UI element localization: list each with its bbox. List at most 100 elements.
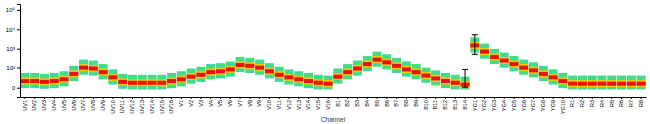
x-tick-label: UV4 xyxy=(51,100,57,111)
x-tick: R5 xyxy=(609,97,615,107)
density-peak xyxy=(421,74,430,78)
density-peak xyxy=(294,77,303,81)
density-inner xyxy=(431,75,440,82)
density-inner xyxy=(490,53,499,60)
x-tick-mark xyxy=(494,97,495,99)
y-tick-mark xyxy=(17,67,20,68)
density-peak xyxy=(118,80,127,84)
density-inner xyxy=(196,71,205,78)
density-peak xyxy=(40,80,49,84)
x-tick-mark xyxy=(191,97,192,99)
density-outer xyxy=(294,71,303,86)
x-tick-mark xyxy=(523,97,524,99)
density-outer xyxy=(588,76,597,90)
x-tick-mark xyxy=(337,97,338,99)
x-tick-label: B11 xyxy=(432,100,438,109)
x-tick-label: V11 xyxy=(276,100,282,109)
x-tick: UV10 xyxy=(110,97,116,114)
density-inner xyxy=(40,78,49,85)
x-tick-label: V8 xyxy=(247,100,253,107)
density-inner xyxy=(500,57,509,64)
x-tick: V3 xyxy=(198,97,204,107)
x-tick-mark xyxy=(54,97,55,99)
density-peak xyxy=(382,60,391,64)
x-tick: V14 xyxy=(305,97,311,110)
x-tick: UV16 xyxy=(168,97,174,114)
x-tick-label: UV14 xyxy=(149,100,155,114)
density-inner xyxy=(167,77,176,84)
x-tick-label: B7 xyxy=(393,100,399,107)
density-outer xyxy=(245,58,254,73)
x-tick-label: UV11 xyxy=(119,100,125,113)
range-line xyxy=(465,69,466,87)
x-tick-label: R1 xyxy=(569,100,575,107)
density-inner xyxy=(519,64,528,71)
density-outer xyxy=(500,53,509,68)
x-axis-title: Channel xyxy=(321,116,346,123)
density-inner xyxy=(578,80,587,87)
x-tick-mark xyxy=(533,97,534,99)
density-peak xyxy=(157,81,166,85)
x-tick-label: YG3 xyxy=(491,100,497,111)
density-outer xyxy=(637,76,646,90)
x-tick-mark xyxy=(474,97,475,99)
x-tick-label: YG2 xyxy=(481,100,487,111)
x-tick-mark xyxy=(181,97,182,99)
x-tick-mark xyxy=(416,97,417,99)
x-tick: V4 xyxy=(207,97,213,107)
y-tick: 10² xyxy=(6,65,20,71)
x-tick: UV2 xyxy=(31,97,37,111)
x-tick: R2 xyxy=(579,97,585,107)
x-tick-label: UV1 xyxy=(22,100,28,111)
density-peak xyxy=(617,82,626,86)
density-peak xyxy=(637,82,646,86)
x-tick-mark xyxy=(562,97,563,99)
density-outer xyxy=(50,73,59,88)
x-tick-mark xyxy=(641,97,642,99)
x-tick: UV14 xyxy=(149,97,155,114)
x-tick-label: R7 xyxy=(628,100,634,107)
density-outer xyxy=(539,66,548,81)
x-tick-mark xyxy=(406,97,407,99)
density-peak xyxy=(275,73,284,77)
density-outer xyxy=(128,75,137,90)
density-inner xyxy=(148,79,157,86)
x-tick: V1 xyxy=(178,97,184,107)
density-inner xyxy=(304,77,313,84)
x-tick: YG10 xyxy=(560,97,566,114)
density-outer xyxy=(617,76,626,90)
x-tick-label: V9 xyxy=(256,100,262,107)
density-peak xyxy=(353,67,362,71)
density-inner xyxy=(89,65,98,72)
density-inner xyxy=(549,74,558,81)
density-inner xyxy=(480,48,489,55)
density-inner xyxy=(333,73,342,80)
density-inner xyxy=(236,61,245,68)
x-tick-label: V3 xyxy=(198,100,204,107)
x-tick: UV3 xyxy=(41,97,47,111)
density-outer xyxy=(255,60,264,75)
x-tick-label: R4 xyxy=(599,100,605,107)
x-tick-mark xyxy=(64,97,65,99)
density-outer xyxy=(431,70,440,85)
density-peak xyxy=(402,67,411,71)
x-tick: R4 xyxy=(599,97,605,107)
x-tick: YG2 xyxy=(481,97,487,111)
x-tick: UV6 xyxy=(71,97,77,111)
x-tick: V8 xyxy=(247,97,253,107)
x-tick-label: UV6 xyxy=(71,100,77,111)
x-tick-mark xyxy=(34,97,35,99)
density-inner xyxy=(187,73,196,80)
density-outer xyxy=(607,76,616,90)
density-inner xyxy=(637,80,646,87)
density-peak xyxy=(627,82,636,86)
density-inner xyxy=(607,80,616,87)
density-peak xyxy=(392,64,401,68)
y-tick-mark xyxy=(17,29,20,30)
x-tick-label: UV15 xyxy=(159,100,165,114)
density-outer xyxy=(314,75,323,90)
x-tick-mark xyxy=(582,97,583,99)
density-outer xyxy=(99,64,108,79)
x-tick: UV9 xyxy=(100,97,106,111)
x-tick-mark xyxy=(572,97,573,99)
